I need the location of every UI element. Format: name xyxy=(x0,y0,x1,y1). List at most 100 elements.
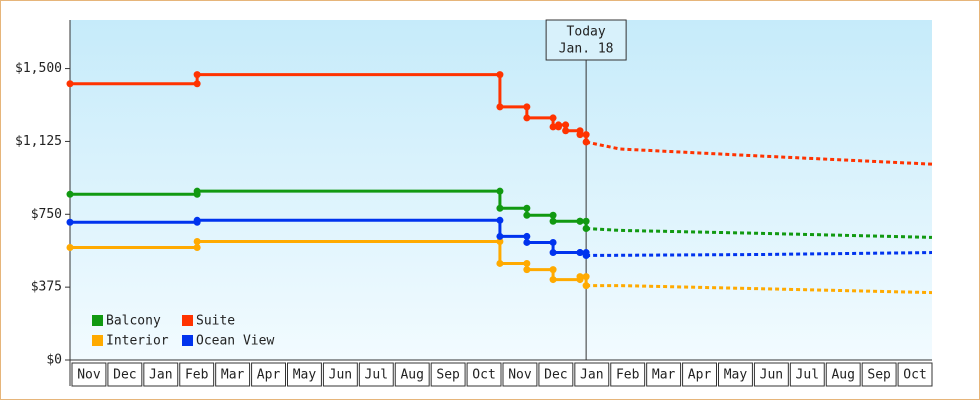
month-cell xyxy=(322,362,358,387)
x-tick-label: Jul xyxy=(365,368,388,383)
month-cell xyxy=(143,362,179,387)
month-cell xyxy=(358,362,394,387)
point xyxy=(562,127,570,135)
x-tick-label: Nov xyxy=(508,368,532,383)
point xyxy=(582,251,590,259)
point xyxy=(576,249,584,257)
point xyxy=(576,273,584,281)
y-tick-label: $750 xyxy=(31,207,62,222)
month-cell xyxy=(215,362,251,387)
x-tick-label: Sep xyxy=(436,368,460,383)
today-label: Jan. 18 xyxy=(559,42,614,57)
point xyxy=(582,138,590,146)
step-marker xyxy=(496,187,504,195)
point xyxy=(66,218,74,226)
x-tick-label: Dec xyxy=(544,368,567,383)
point xyxy=(193,187,201,195)
x-tick-label: Mar xyxy=(221,368,245,383)
month-cell xyxy=(287,362,322,387)
point xyxy=(496,232,504,240)
x-tick-label: Sep xyxy=(867,368,891,383)
point xyxy=(549,217,557,225)
point xyxy=(66,80,74,88)
x-tick-label: Jan xyxy=(149,368,172,383)
step-marker xyxy=(496,71,504,79)
point xyxy=(582,282,590,290)
step-marker xyxy=(496,237,504,245)
month-cell xyxy=(179,362,215,387)
step-marker xyxy=(582,273,590,281)
x-tick-label: Jun xyxy=(329,368,352,383)
x-tick-label: May xyxy=(724,368,748,383)
month-cell xyxy=(71,362,107,387)
legend-swatch xyxy=(182,335,193,346)
x-tick-label: Aug xyxy=(831,368,854,383)
month-cell xyxy=(861,362,897,387)
x-tick-label: Aug xyxy=(400,368,423,383)
point xyxy=(523,238,531,246)
y-tick-label: $375 xyxy=(31,280,62,295)
month-cell xyxy=(538,362,574,387)
month-cell xyxy=(430,362,466,387)
forecast-line xyxy=(585,140,933,166)
forecast-line xyxy=(586,284,933,295)
step-marker xyxy=(496,216,504,224)
legend-label: Balcony xyxy=(106,314,161,329)
legend-swatch xyxy=(182,315,193,326)
month-cell xyxy=(897,362,933,387)
step-marker xyxy=(523,204,531,212)
point xyxy=(193,237,201,245)
month-cell xyxy=(718,362,753,387)
legend-swatch xyxy=(92,315,103,326)
step-marker xyxy=(549,114,557,122)
month-cell xyxy=(610,362,646,387)
today-label: Today xyxy=(567,25,606,40)
point xyxy=(576,131,584,139)
step-marker xyxy=(582,131,590,139)
legend-label: Suite xyxy=(196,314,235,329)
today-box xyxy=(545,19,627,61)
month-cell xyxy=(251,362,286,387)
point xyxy=(66,244,74,252)
month-cell xyxy=(682,362,717,387)
step-marker xyxy=(549,238,557,246)
month-cell xyxy=(753,362,789,387)
month-cell xyxy=(574,362,610,387)
step-marker xyxy=(193,244,201,252)
point xyxy=(554,121,562,129)
point xyxy=(66,190,74,198)
point xyxy=(496,204,504,212)
point xyxy=(193,71,201,79)
month-cell xyxy=(825,362,861,387)
month-cell xyxy=(394,362,430,387)
step-marker xyxy=(193,80,201,88)
step-marker xyxy=(549,211,557,219)
x-tick-label: Nov xyxy=(77,368,101,383)
month-cell xyxy=(502,362,538,387)
x-tick-label: Mar xyxy=(652,368,676,383)
point xyxy=(523,211,531,219)
point xyxy=(549,249,557,257)
forecast-line xyxy=(586,251,933,257)
point xyxy=(549,276,557,284)
month-cell xyxy=(107,362,143,387)
point xyxy=(193,216,201,224)
x-tick-label: Jul xyxy=(796,368,819,383)
forecast-line xyxy=(586,226,933,239)
x-tick-label: Jun xyxy=(760,368,783,383)
point xyxy=(496,103,504,111)
step-marker xyxy=(523,232,531,240)
point xyxy=(523,266,531,274)
step-marker xyxy=(562,121,570,129)
legend-swatch xyxy=(92,335,103,346)
point xyxy=(496,259,504,267)
x-tick-label: Dec xyxy=(113,368,136,383)
step-marker xyxy=(549,266,557,274)
y-tick-label: $1,125 xyxy=(15,134,62,149)
x-tick-label: Feb xyxy=(185,368,209,383)
y-tick-label: $1,500 xyxy=(15,61,62,76)
x-tick-label: Apr xyxy=(257,368,281,383)
x-tick-label: Oct xyxy=(472,368,495,383)
point xyxy=(549,123,557,131)
